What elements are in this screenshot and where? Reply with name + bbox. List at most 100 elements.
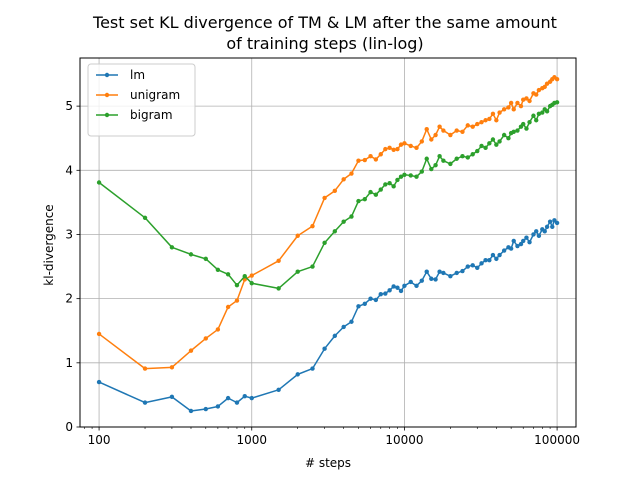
series-lm-point — [215, 404, 221, 409]
series-bigram-point — [398, 174, 404, 179]
series-bigram-point — [368, 189, 373, 195]
series-unigram-point — [383, 146, 388, 152]
legend-box — [87, 63, 196, 137]
series-unigram-point — [511, 107, 516, 112]
series-unigram-point — [203, 336, 208, 341]
series-bigram-point — [524, 126, 529, 131]
series-lm-point — [295, 372, 300, 377]
series-unigram-point — [419, 139, 425, 144]
series-lm-point — [424, 269, 429, 274]
series-bigram-point — [203, 256, 208, 262]
x-tick-label: 100000 — [534, 433, 580, 447]
series-unigram-point — [470, 124, 475, 129]
series-bigram-point — [540, 110, 545, 115]
series-lm-point — [479, 261, 484, 266]
series-bigram-point — [249, 281, 254, 286]
series-lm-point — [414, 283, 419, 289]
series-bigram-point — [521, 121, 526, 127]
series-lm-point — [460, 268, 465, 274]
series-lm-point — [419, 278, 425, 283]
series-unigram-point — [448, 132, 453, 138]
chart-title-line-1: Test set KL divergence of TM & LM after … — [92, 13, 557, 32]
series-unigram-point — [395, 146, 400, 152]
series-bigram-point — [215, 267, 221, 272]
series-bigram — [96, 100, 560, 291]
series-lm-point — [96, 379, 102, 385]
series-unigram-point — [454, 128, 459, 133]
series-lm — [96, 218, 560, 414]
series-bigram-point — [470, 152, 475, 157]
series-bigram-point — [169, 245, 175, 250]
series-bigram-point — [441, 158, 446, 163]
series-unigram-point — [465, 123, 470, 128]
series-lm-point — [378, 291, 383, 297]
series-bigram-point — [383, 182, 388, 187]
series-lm-point — [494, 256, 499, 262]
legend-marker-bigram — [104, 112, 110, 118]
series-bigram-point — [437, 153, 442, 159]
series-bigram-point — [554, 100, 560, 105]
series-lm-point — [511, 238, 516, 244]
series-lm-point — [349, 319, 354, 324]
series-lm-point — [521, 238, 526, 244]
series-bigram-point — [454, 156, 459, 161]
series-unigram-point — [276, 258, 281, 263]
series-bigram-point — [188, 252, 194, 257]
legend-label-bigram: bigram — [130, 108, 173, 122]
series-bigram-point — [402, 172, 407, 177]
x-axis-label: # steps — [305, 456, 351, 470]
series-lm-point — [483, 257, 488, 263]
series-unigram-point — [433, 132, 438, 138]
series-bigram-point — [356, 198, 361, 204]
series-lm-point — [527, 239, 532, 245]
series-unigram-point — [398, 142, 404, 147]
x-tick-label: 10000 — [385, 433, 423, 447]
series-unigram-point — [295, 233, 300, 238]
series-lm-point — [383, 291, 388, 296]
y-tick-label: 1 — [65, 356, 73, 370]
series-bigram-point — [408, 173, 413, 178]
series-unigram-point — [225, 304, 231, 310]
series-unigram-point — [391, 147, 396, 152]
legend-marker-unigram — [104, 92, 110, 98]
series-unigram-point — [215, 327, 221, 332]
series-bigram-point — [501, 132, 507, 138]
series-lm-point — [475, 265, 480, 271]
series-lm-point — [142, 400, 148, 405]
series-bigram-point — [483, 145, 488, 151]
series-lm-point — [234, 400, 240, 405]
series-unigram-point — [494, 118, 499, 123]
series-bigram-point — [295, 269, 300, 274]
series-bigram-point — [322, 240, 327, 246]
series-unigram-point — [536, 87, 542, 93]
series-unigram-point — [341, 177, 346, 182]
series-bigram-point — [515, 128, 520, 133]
series-bigram-point — [341, 219, 346, 224]
series-unigram-point — [437, 124, 442, 129]
series-bigram-point — [234, 282, 240, 288]
series-lm-point — [454, 270, 459, 276]
series-unigram-point — [234, 298, 240, 303]
series-bigram-point — [479, 143, 484, 149]
series-lm-point — [497, 252, 502, 258]
series-bigram-point — [391, 184, 396, 189]
series-lm-point — [391, 284, 396, 289]
series-unigram-point — [497, 110, 502, 115]
series-bigram-point — [242, 273, 247, 279]
series-bigram-point — [494, 142, 499, 147]
series-bigram-point — [490, 137, 496, 142]
series-bigram-point — [465, 155, 470, 160]
y-tick-label: 3 — [65, 227, 73, 241]
series-lm-point — [515, 243, 520, 249]
series-bigram-point — [534, 118, 539, 123]
series-lm-point — [534, 229, 539, 234]
series-lm-point — [408, 279, 413, 285]
series-bigram-point — [487, 141, 492, 146]
series-bigram-point — [531, 113, 536, 118]
series-bigram-point — [349, 214, 354, 219]
series-lm-point — [225, 395, 231, 401]
series-unigram-point — [373, 157, 379, 162]
series-unigram-point — [362, 157, 367, 163]
series-unigram-point — [518, 103, 524, 109]
series-lm-point — [398, 288, 404, 294]
